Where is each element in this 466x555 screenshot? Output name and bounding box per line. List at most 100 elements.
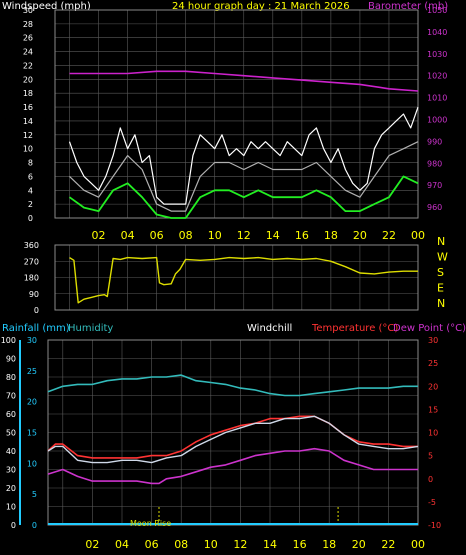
wind-panel-frame xyxy=(54,9,419,219)
temperature-tick-label: 10 xyxy=(428,429,438,438)
direction-tick-label: 360 xyxy=(24,241,39,250)
temp-hour-label: 12 xyxy=(233,538,247,551)
humidity-legend: Humidity xyxy=(68,323,113,334)
barometer-tick-label: 990 xyxy=(427,137,442,146)
humidity-tick-label: 40 xyxy=(6,447,16,456)
dewpoint-line xyxy=(47,447,418,485)
humidity-tick-label: 20 xyxy=(6,484,16,493)
windchill-legend: Windchill xyxy=(247,323,292,334)
direction-tick-label: 270 xyxy=(24,257,39,266)
temperature-legend: Temperature (°C) xyxy=(311,323,398,334)
temp-hour-label: 14 xyxy=(263,538,277,551)
humidity-tick-label: 30 xyxy=(6,466,16,475)
wind-tick-label: 6 xyxy=(28,172,33,181)
temp-hour-label: 04 xyxy=(115,538,129,551)
windchill-line xyxy=(47,415,419,464)
temp-hour-label: 20 xyxy=(352,538,366,551)
temp-hour-label: 10 xyxy=(204,538,218,551)
compass-label: W xyxy=(437,251,448,264)
wind-green-line xyxy=(68,175,419,219)
chart-layer: 0246810121416182022242628309609709809901… xyxy=(1,6,448,551)
humidity-tick-label: 80 xyxy=(6,373,16,382)
temperature-tick-label: 25 xyxy=(428,359,438,368)
rain-tick-label: 5 xyxy=(32,490,37,499)
temp-hour-label: 08 xyxy=(174,538,188,551)
direction-line xyxy=(69,256,418,304)
wind-average-line xyxy=(69,141,419,212)
windspeed-axis-label: Windspeed (mph) xyxy=(2,1,91,12)
rain-tick-label: 20 xyxy=(27,398,37,407)
wind-hour-label: 16 xyxy=(295,229,309,242)
temp-hour-label: 18 xyxy=(322,538,336,551)
wind-hour-label: 20 xyxy=(353,229,367,242)
wind-hour-label: 04 xyxy=(121,229,135,242)
direction-tick-label: 0 xyxy=(34,306,39,315)
rainfall-legend: Rainfall (mm) xyxy=(2,323,70,334)
wind-tick-label: 18 xyxy=(23,89,33,98)
wind-tick-label: 2 xyxy=(28,200,33,209)
wind-tick-label: 28 xyxy=(23,20,33,29)
barometer-axis-label: Barometer (mb) xyxy=(368,1,448,12)
barometer-tick-label: 1050 xyxy=(427,6,447,15)
chart-title: 24 hour graph day : 21 March 2026 xyxy=(172,1,350,12)
dewpoint-legend: Dew Point (°C) xyxy=(393,323,466,334)
barometer-tick-label: 1020 xyxy=(427,72,447,81)
temperature-tick-label: 20 xyxy=(428,382,438,391)
compass-label: S xyxy=(437,266,444,279)
wind-hour-label: 08 xyxy=(179,229,193,242)
wind-tick-label: 0 xyxy=(28,214,33,223)
rain-tick-label: 10 xyxy=(27,459,37,468)
temperature-tick-label: 0 xyxy=(428,475,433,484)
wind-gust-line xyxy=(68,106,419,205)
wind-tick-label: 24 xyxy=(23,48,33,57)
temperature-tick-label: -5 xyxy=(428,498,436,507)
temp-hour-label: 22 xyxy=(381,538,395,551)
wind-tick-label: 16 xyxy=(23,103,33,112)
compass-label: N xyxy=(437,297,445,310)
wind-hour-label: 22 xyxy=(382,229,396,242)
temp-hour-label: 06 xyxy=(145,538,159,551)
compass-label: N xyxy=(437,235,445,248)
compass-label: E xyxy=(437,282,444,295)
wind-tick-label: 22 xyxy=(23,61,33,70)
temp-hour-label: 16 xyxy=(293,538,307,551)
wind-tick-label: 20 xyxy=(23,75,33,84)
humidity-tick-label: 0 xyxy=(11,521,16,530)
wind-hour-label: 10 xyxy=(208,229,222,242)
moon-rise-label: Moon Rise xyxy=(130,519,171,528)
rain-tick-label: 25 xyxy=(27,367,37,376)
humidity-tick-label: 100 xyxy=(1,336,16,345)
rain-tick-label: 0 xyxy=(32,521,37,530)
barometer-tick-label: 1000 xyxy=(427,115,447,124)
wind-hour-label: 14 xyxy=(266,229,280,242)
temp-hour-label: 00 xyxy=(411,538,425,551)
temperature-tick-label: 30 xyxy=(428,336,438,345)
wind-hour-label: 12 xyxy=(237,229,251,242)
temperature-tick-label: 15 xyxy=(428,405,438,414)
wind-tick-label: 14 xyxy=(23,117,33,126)
barometer-tick-label: 1030 xyxy=(427,50,447,59)
wind-tick-label: 10 xyxy=(23,145,33,154)
humidity-line xyxy=(47,374,418,397)
barometer-tick-label: 1010 xyxy=(427,94,447,103)
wind-hour-label: 02 xyxy=(92,229,106,242)
wind-hour-label: 06 xyxy=(150,229,164,242)
humidity-tick-label: 50 xyxy=(6,429,16,438)
temperature-tick-label: -10 xyxy=(428,521,441,530)
temperature-tick-label: 5 xyxy=(428,452,433,461)
barometer-tick-label: 970 xyxy=(427,181,442,190)
rain-tick-label: 30 xyxy=(27,336,37,345)
temperature-line xyxy=(47,415,418,459)
temp-hour-label: 02 xyxy=(85,538,99,551)
wind-tick-label: 4 xyxy=(28,186,33,195)
direction-panel-frame xyxy=(54,244,419,311)
direction-tick-label: 90 xyxy=(29,290,39,299)
wind-tick-label: 8 xyxy=(28,159,33,168)
wind-hour-label: 00 xyxy=(411,229,425,242)
humidity-tick-label: 90 xyxy=(6,355,16,364)
direction-tick-label: 180 xyxy=(24,274,39,283)
barometer-tick-label: 960 xyxy=(427,203,442,212)
barometer-line xyxy=(69,70,419,92)
